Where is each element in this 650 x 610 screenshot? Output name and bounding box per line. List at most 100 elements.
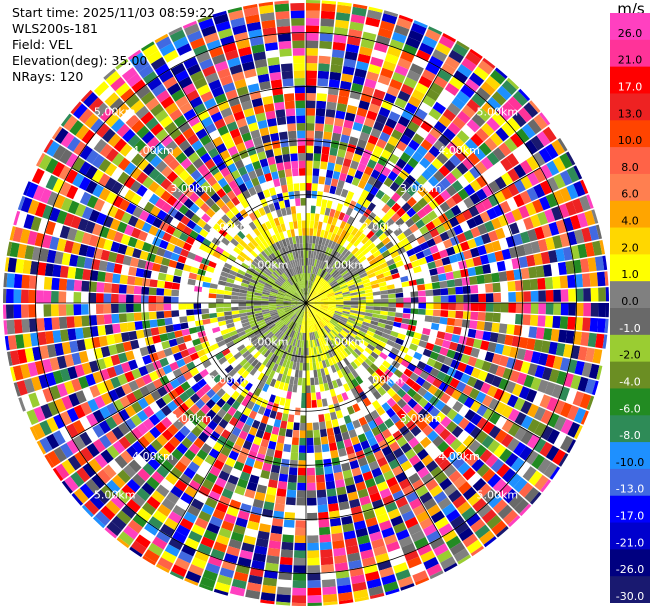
velocity-gate: [466, 539, 483, 554]
velocity-gate: [347, 380, 355, 390]
velocity-gate: [316, 286, 322, 293]
velocity-gate: [352, 3, 368, 10]
velocity-gate: [275, 109, 286, 118]
velocity-gate: [298, 168, 306, 176]
velocity-gate: [129, 257, 140, 268]
velocity-gate: [598, 303, 607, 318]
velocity-gate: [401, 191, 412, 202]
velocity-gate: [400, 442, 412, 454]
velocity-gate: [350, 292, 358, 296]
velocity-gate: [80, 401, 93, 416]
velocity-gate: [412, 392, 423, 403]
velocity-gate: [579, 195, 591, 212]
velocity-gate: [36, 290, 44, 303]
velocity-gate: [188, 151, 200, 164]
velocity-gate: [255, 143, 265, 154]
velocity-gate: [327, 293, 335, 298]
velocity-gate: [372, 291, 381, 296]
velocity-gate: [407, 523, 422, 536]
velocity-gate: [403, 431, 415, 442]
velocity-gate: [111, 304, 119, 314]
velocity-gate: [520, 361, 531, 374]
velocity-gate: [421, 214, 432, 225]
velocity-gate: [291, 160, 299, 169]
velocity-gate: [269, 295, 277, 299]
velocity-gate: [206, 176, 218, 187]
velocity-gate: [210, 111, 223, 123]
velocity-gate: [258, 422, 267, 432]
velocity-gate: [332, 286, 341, 291]
velocity-gate: [327, 240, 334, 249]
velocity-gate: [400, 237, 410, 247]
velocity-gate: [71, 352, 82, 366]
velocity-gate: [389, 483, 402, 495]
velocity-gate: [185, 570, 202, 584]
velocity-gate: [293, 294, 300, 299]
velocity-gate: [605, 287, 609, 302]
velocity-gate: [128, 459, 142, 473]
velocity-gate: [258, 445, 268, 456]
velocity-gate: [572, 391, 585, 407]
velocity-gate: [251, 560, 265, 570]
velocity-gate: [103, 282, 112, 293]
velocity-gate: [204, 123, 217, 135]
velocity-gate: [291, 314, 298, 322]
velocity-gate: [568, 288, 576, 302]
velocity-gate: [339, 282, 347, 288]
velocity-gate: [306, 340, 309, 348]
velocity-gate: [323, 458, 332, 467]
velocity-gate: [466, 376, 478, 388]
velocity-gate: [317, 312, 324, 318]
velocity-gate: [476, 107, 491, 122]
velocity-gate: [216, 298, 224, 303]
velocity-gate: [303, 355, 306, 363]
velocity-gate: [306, 325, 308, 334]
velocity-gate: [56, 238, 67, 252]
velocity-gate: [335, 569, 350, 579]
velocity-gate: [417, 466, 430, 479]
velocity-gate: [196, 449, 208, 461]
velocity-gate: [401, 109, 414, 121]
velocity-gate: [555, 342, 566, 357]
velocity-gate: [3, 272, 8, 288]
velocity-gate: [137, 259, 147, 269]
velocity-gate: [85, 245, 96, 258]
azimuth-spoke: [305, 167, 541, 304]
velocity-gate: [179, 102, 193, 115]
velocity-gate: [294, 292, 301, 298]
velocity-gate: [322, 586, 337, 595]
velocity-gate: [204, 158, 216, 170]
velocity-gate: [149, 155, 163, 168]
velocity-gate: [516, 348, 527, 361]
velocity-gate: [165, 140, 178, 153]
velocity-gate: [319, 309, 327, 314]
velocity-gate: [156, 530, 171, 544]
velocity-gate: [406, 70, 421, 82]
velocity-gate: [142, 555, 156, 566]
velocity-gate: [282, 343, 288, 351]
velocity-gate: [463, 303, 471, 311]
velocity-gate: [151, 83, 166, 97]
velocity-gate: [310, 385, 316, 393]
velocity-gate: [267, 440, 277, 450]
velocity-gate: [411, 180, 423, 191]
velocity-gate: [321, 336, 327, 344]
velocity-gate: [291, 297, 299, 301]
velocity-gate: [441, 146, 454, 160]
velocity-gate: [46, 249, 57, 264]
velocity-gate: [517, 107, 533, 123]
velocity-gate: [353, 589, 369, 600]
velocity-gate: [183, 467, 196, 480]
velocity-gate: [306, 377, 311, 386]
velocity-gate: [195, 320, 204, 327]
velocity-gate: [473, 147, 486, 161]
velocity-gate: [51, 126, 63, 140]
velocity-gate: [368, 63, 382, 75]
velocity-gate: [131, 153, 144, 167]
velocity-gate: [330, 140, 340, 149]
velocity-gate: [397, 576, 414, 588]
velocity-gate: [194, 343, 204, 352]
velocity-gate: [201, 415, 212, 426]
velocity-gate: [455, 286, 464, 295]
velocity-gate: [223, 307, 232, 312]
